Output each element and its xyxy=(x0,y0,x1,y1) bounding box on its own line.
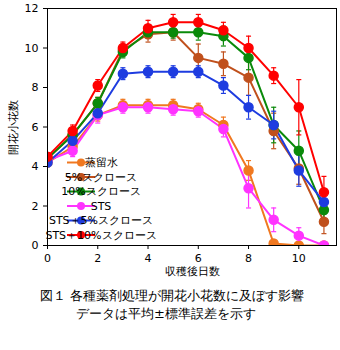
svg-text:STS＋5%スクロース: STS＋5%スクロース xyxy=(49,214,153,227)
svg-text:4: 4 xyxy=(145,252,152,265)
svg-text:10: 10 xyxy=(25,42,39,55)
svg-text:0: 0 xyxy=(32,239,39,252)
svg-text:蒸留水: 蒸留水 xyxy=(85,156,118,169)
svg-text:6: 6 xyxy=(32,121,39,134)
svg-text:5%スクロース: 5%スクロース xyxy=(65,171,137,184)
svg-text:0: 0 xyxy=(44,252,51,265)
svg-text:10: 10 xyxy=(292,252,306,265)
svg-text:2: 2 xyxy=(94,252,101,265)
svg-text:収穫後日数: 収穫後日数 xyxy=(165,265,220,278)
svg-text:8: 8 xyxy=(245,252,252,265)
svg-text:STS＋10%スクロース: STS＋10%スクロース xyxy=(45,229,156,242)
svg-text:8: 8 xyxy=(32,81,39,94)
html-text:データは平均±標準誤差を示す: データは平均±標準誤差を示す xyxy=(76,306,256,321)
svg-text:2: 2 xyxy=(32,200,39,213)
svg-text:6: 6 xyxy=(195,252,202,265)
svg-text:4: 4 xyxy=(32,160,39,173)
svg-text:12: 12 xyxy=(25,2,39,15)
svg-text:開花小花数: 開花小花数 xyxy=(7,100,20,155)
svg-text:STS: STS xyxy=(91,200,112,213)
svg-text:10%スクロース: 10%スクロース xyxy=(61,185,140,198)
html-text:図１ 各種薬剤処理が開花小花数に及ぼす影響: 図１ 各種薬剤処理が開花小花数に及ぼす影響 xyxy=(40,288,305,303)
